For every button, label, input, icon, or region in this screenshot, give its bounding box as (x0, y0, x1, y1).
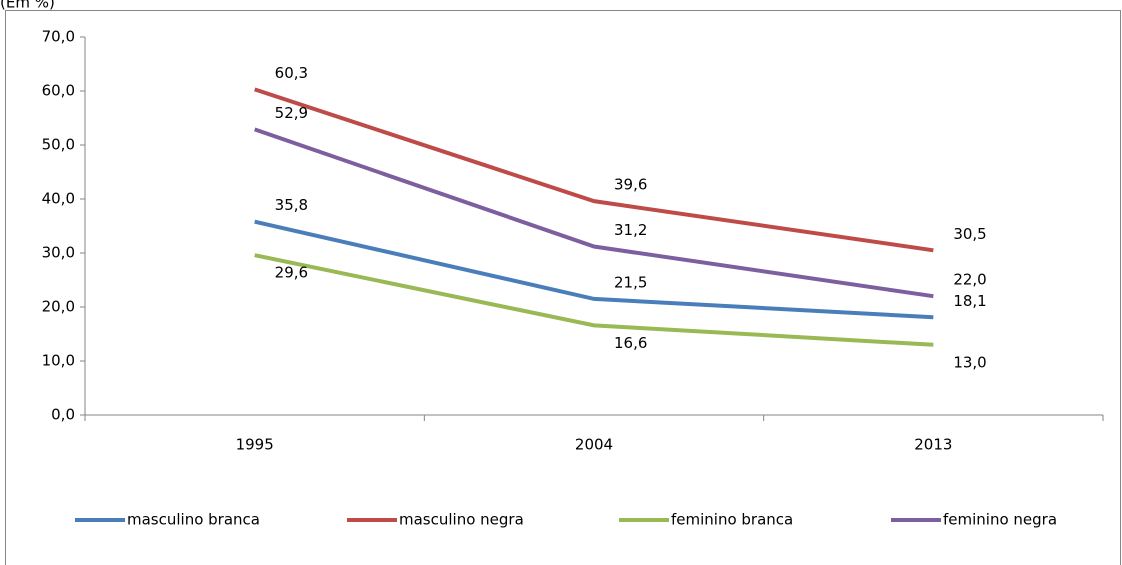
data-label: 16,6 (614, 334, 647, 352)
x-tick-label: 2004 (575, 436, 613, 454)
data-label: 22,0 (953, 271, 986, 289)
data-label: 52,9 (275, 104, 308, 122)
data-label: 39,6 (614, 176, 647, 194)
series-line (254, 127, 934, 299)
data-label: 60,3 (275, 64, 308, 82)
chart-border (5, 10, 1121, 565)
data-label: 35,8 (275, 196, 308, 214)
data-label: 29,6 (275, 264, 308, 282)
legend-label: masculino negra (399, 511, 524, 529)
x-tick-label: 1995 (236, 436, 274, 454)
y-tick-label: 70,0 (42, 28, 75, 46)
data-label: 30,5 (953, 225, 986, 243)
y-tick-label: 60,0 (42, 82, 75, 100)
legend-label: masculino branca (127, 511, 260, 529)
data-label: 21,5 (614, 273, 647, 291)
x-tick-label: 2013 (914, 436, 952, 454)
y-tick-label: 10,0 (42, 352, 75, 370)
y-tick-label: 0,0 (51, 406, 75, 424)
chart-title: (Em %) (0, 0, 55, 12)
y-tick-label: 30,0 (42, 244, 75, 262)
y-tick-label: 40,0 (42, 190, 75, 208)
data-label: 13,0 (953, 353, 986, 371)
y-tick-label: 50,0 (42, 136, 75, 154)
legend-label: feminino branca (671, 511, 793, 529)
y-tick-label: 20,0 (42, 298, 75, 316)
data-label: 18,1 (953, 292, 986, 310)
series-line (254, 219, 934, 320)
series-line (254, 253, 934, 347)
series-line (254, 87, 934, 253)
legend-label: feminino negra (943, 511, 1057, 529)
data-label: 31,2 (614, 221, 647, 239)
